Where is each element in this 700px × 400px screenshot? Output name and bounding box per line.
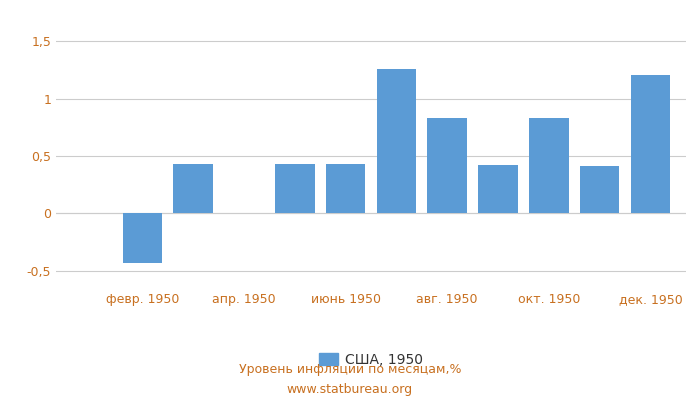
Bar	[377, 69, 416, 213]
Bar	[122, 213, 162, 263]
Bar	[326, 164, 365, 213]
Bar	[580, 166, 620, 213]
Bar	[174, 164, 213, 213]
Bar	[275, 164, 314, 213]
Bar	[428, 118, 467, 213]
Bar	[529, 118, 568, 213]
Bar	[478, 165, 518, 213]
Text: www.statbureau.org: www.statbureau.org	[287, 384, 413, 396]
Legend: США, 1950: США, 1950	[318, 353, 424, 367]
Bar	[631, 74, 671, 213]
Text: Уровень инфляции по месяцам,%: Уровень инфляции по месяцам,%	[239, 364, 461, 376]
